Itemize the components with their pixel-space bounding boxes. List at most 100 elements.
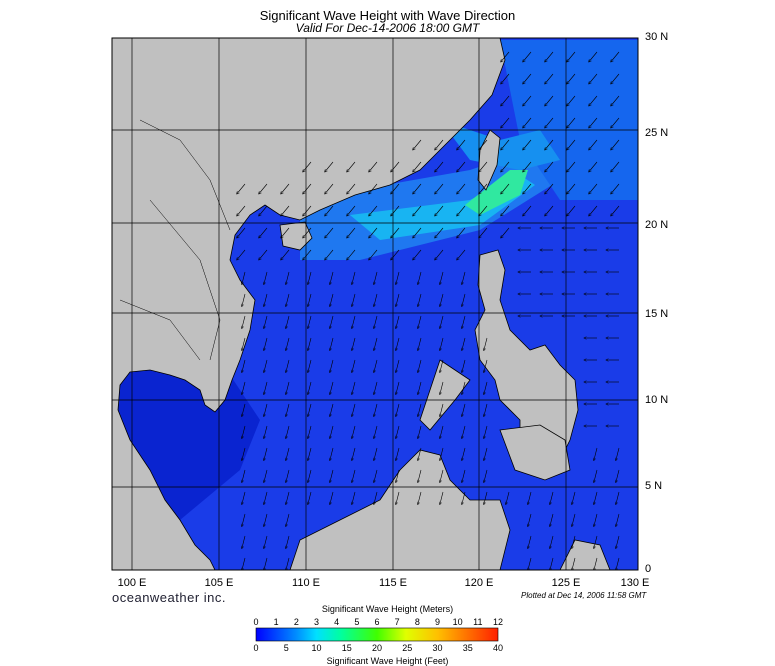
wave-arrow	[589, 183, 598, 194]
wave-arrow	[303, 183, 312, 194]
wave-arrow	[286, 513, 290, 527]
wave-arrow	[352, 447, 356, 461]
wave-arrow	[589, 73, 598, 84]
wave-arrow	[264, 535, 268, 549]
lat-label: 10 N	[645, 394, 669, 406]
wave-arrow	[242, 315, 246, 329]
wave-arrow	[396, 447, 400, 461]
wave-arrow	[594, 513, 598, 527]
wave-arrow	[528, 491, 532, 505]
wave-arrow	[594, 447, 598, 461]
wave-arrow	[369, 227, 378, 238]
wave-arrow	[374, 447, 378, 461]
lon-label: 110 E	[292, 577, 320, 589]
wave-arrow	[413, 227, 422, 238]
wave-arrow	[594, 557, 598, 570]
wave-arrow	[352, 271, 356, 285]
wave-arrow	[374, 403, 378, 417]
wave-arrow	[418, 491, 422, 505]
wave-arrow	[528, 513, 532, 527]
wave-arrow	[523, 51, 532, 62]
wave-arrow	[242, 491, 246, 505]
wave-arrow	[308, 315, 312, 329]
wave-arrow	[391, 249, 400, 260]
wave-arrow	[303, 161, 312, 172]
lat-label: 5 N	[645, 480, 663, 492]
wave-arrow	[418, 271, 422, 285]
wave-arrow	[523, 183, 532, 194]
wave-arrow	[594, 535, 598, 549]
wave-arrow	[462, 337, 466, 351]
wave-arrow	[545, 73, 554, 84]
wave-arrow	[264, 381, 268, 395]
wave-arrow	[242, 337, 246, 351]
wave-arrow	[369, 161, 378, 172]
colorbar-meters-tick: 12	[492, 617, 503, 627]
wave-arrow	[545, 95, 554, 106]
wave-arrow	[396, 315, 400, 329]
wave-arrow	[303, 249, 312, 260]
wave-arrow	[567, 161, 576, 172]
wave-arrow	[396, 491, 400, 505]
wave-arrow	[440, 469, 444, 483]
wave-arrow	[413, 205, 422, 216]
wave-arrow	[242, 513, 246, 527]
wave-arrow	[242, 557, 246, 570]
wave-arrow	[418, 403, 422, 417]
wave-arrow	[286, 315, 290, 329]
wave-arrow	[259, 249, 268, 260]
wave-arrow	[374, 491, 378, 505]
wave-arrow	[391, 205, 400, 216]
wave-arrow	[286, 293, 290, 307]
wave-arrow	[418, 425, 422, 439]
wave-arrow	[237, 183, 246, 194]
colorbar-feet-tick: 0	[253, 643, 259, 653]
colorbar	[255, 627, 499, 642]
wave-arrow	[369, 183, 378, 194]
wave-arrow	[396, 271, 400, 285]
wave-arrow	[374, 293, 378, 307]
wave-arrow	[479, 183, 488, 194]
wave-arrow	[528, 557, 532, 570]
lat-label: 0	[645, 563, 652, 575]
wave-arrow	[396, 469, 400, 483]
wave-arrow	[545, 117, 554, 128]
wave-arrow	[440, 381, 444, 395]
wave-arrow	[484, 337, 488, 351]
wave-arrow	[418, 337, 422, 351]
wave-arrow	[440, 337, 444, 351]
wave-arrow	[286, 403, 290, 417]
wave-arrow	[281, 205, 290, 216]
wave-arrow	[523, 205, 532, 216]
wave-arrow	[462, 403, 466, 417]
wave-arrow	[264, 513, 268, 527]
land-borneo	[289, 449, 511, 570]
wave-arrow	[330, 315, 334, 329]
wave-arrow	[484, 469, 488, 483]
map-frame	[111, 37, 639, 571]
lon-label: 130 E	[620, 577, 650, 589]
wave-arrow	[303, 227, 312, 238]
lat-label: 25 N	[645, 127, 669, 139]
wave-arrow	[440, 491, 444, 505]
wave-arrow	[259, 183, 268, 194]
colorbar-meters-tick: 4	[334, 617, 340, 627]
wave-arrow	[396, 293, 400, 307]
colorbar-meters-tick: 1	[273, 617, 279, 627]
wave-arrow	[501, 205, 510, 216]
wave-arrow	[286, 535, 290, 549]
colorbar-meters-tick: 11	[473, 617, 483, 627]
colorbar-meters-tick: 2	[293, 617, 299, 627]
wave-arrow	[369, 205, 378, 216]
wave-arrow	[308, 403, 312, 417]
wave-arrow	[616, 557, 620, 570]
wave-arrow	[567, 95, 576, 106]
wave-arrow	[330, 491, 334, 505]
wave-arrow	[457, 161, 466, 172]
wave-arrow	[611, 73, 620, 84]
wave-arrow	[237, 227, 246, 238]
colorbar-meters-tick: 10	[452, 617, 463, 627]
lon-label: 125 E	[551, 577, 581, 589]
wave-arrow	[484, 491, 488, 505]
